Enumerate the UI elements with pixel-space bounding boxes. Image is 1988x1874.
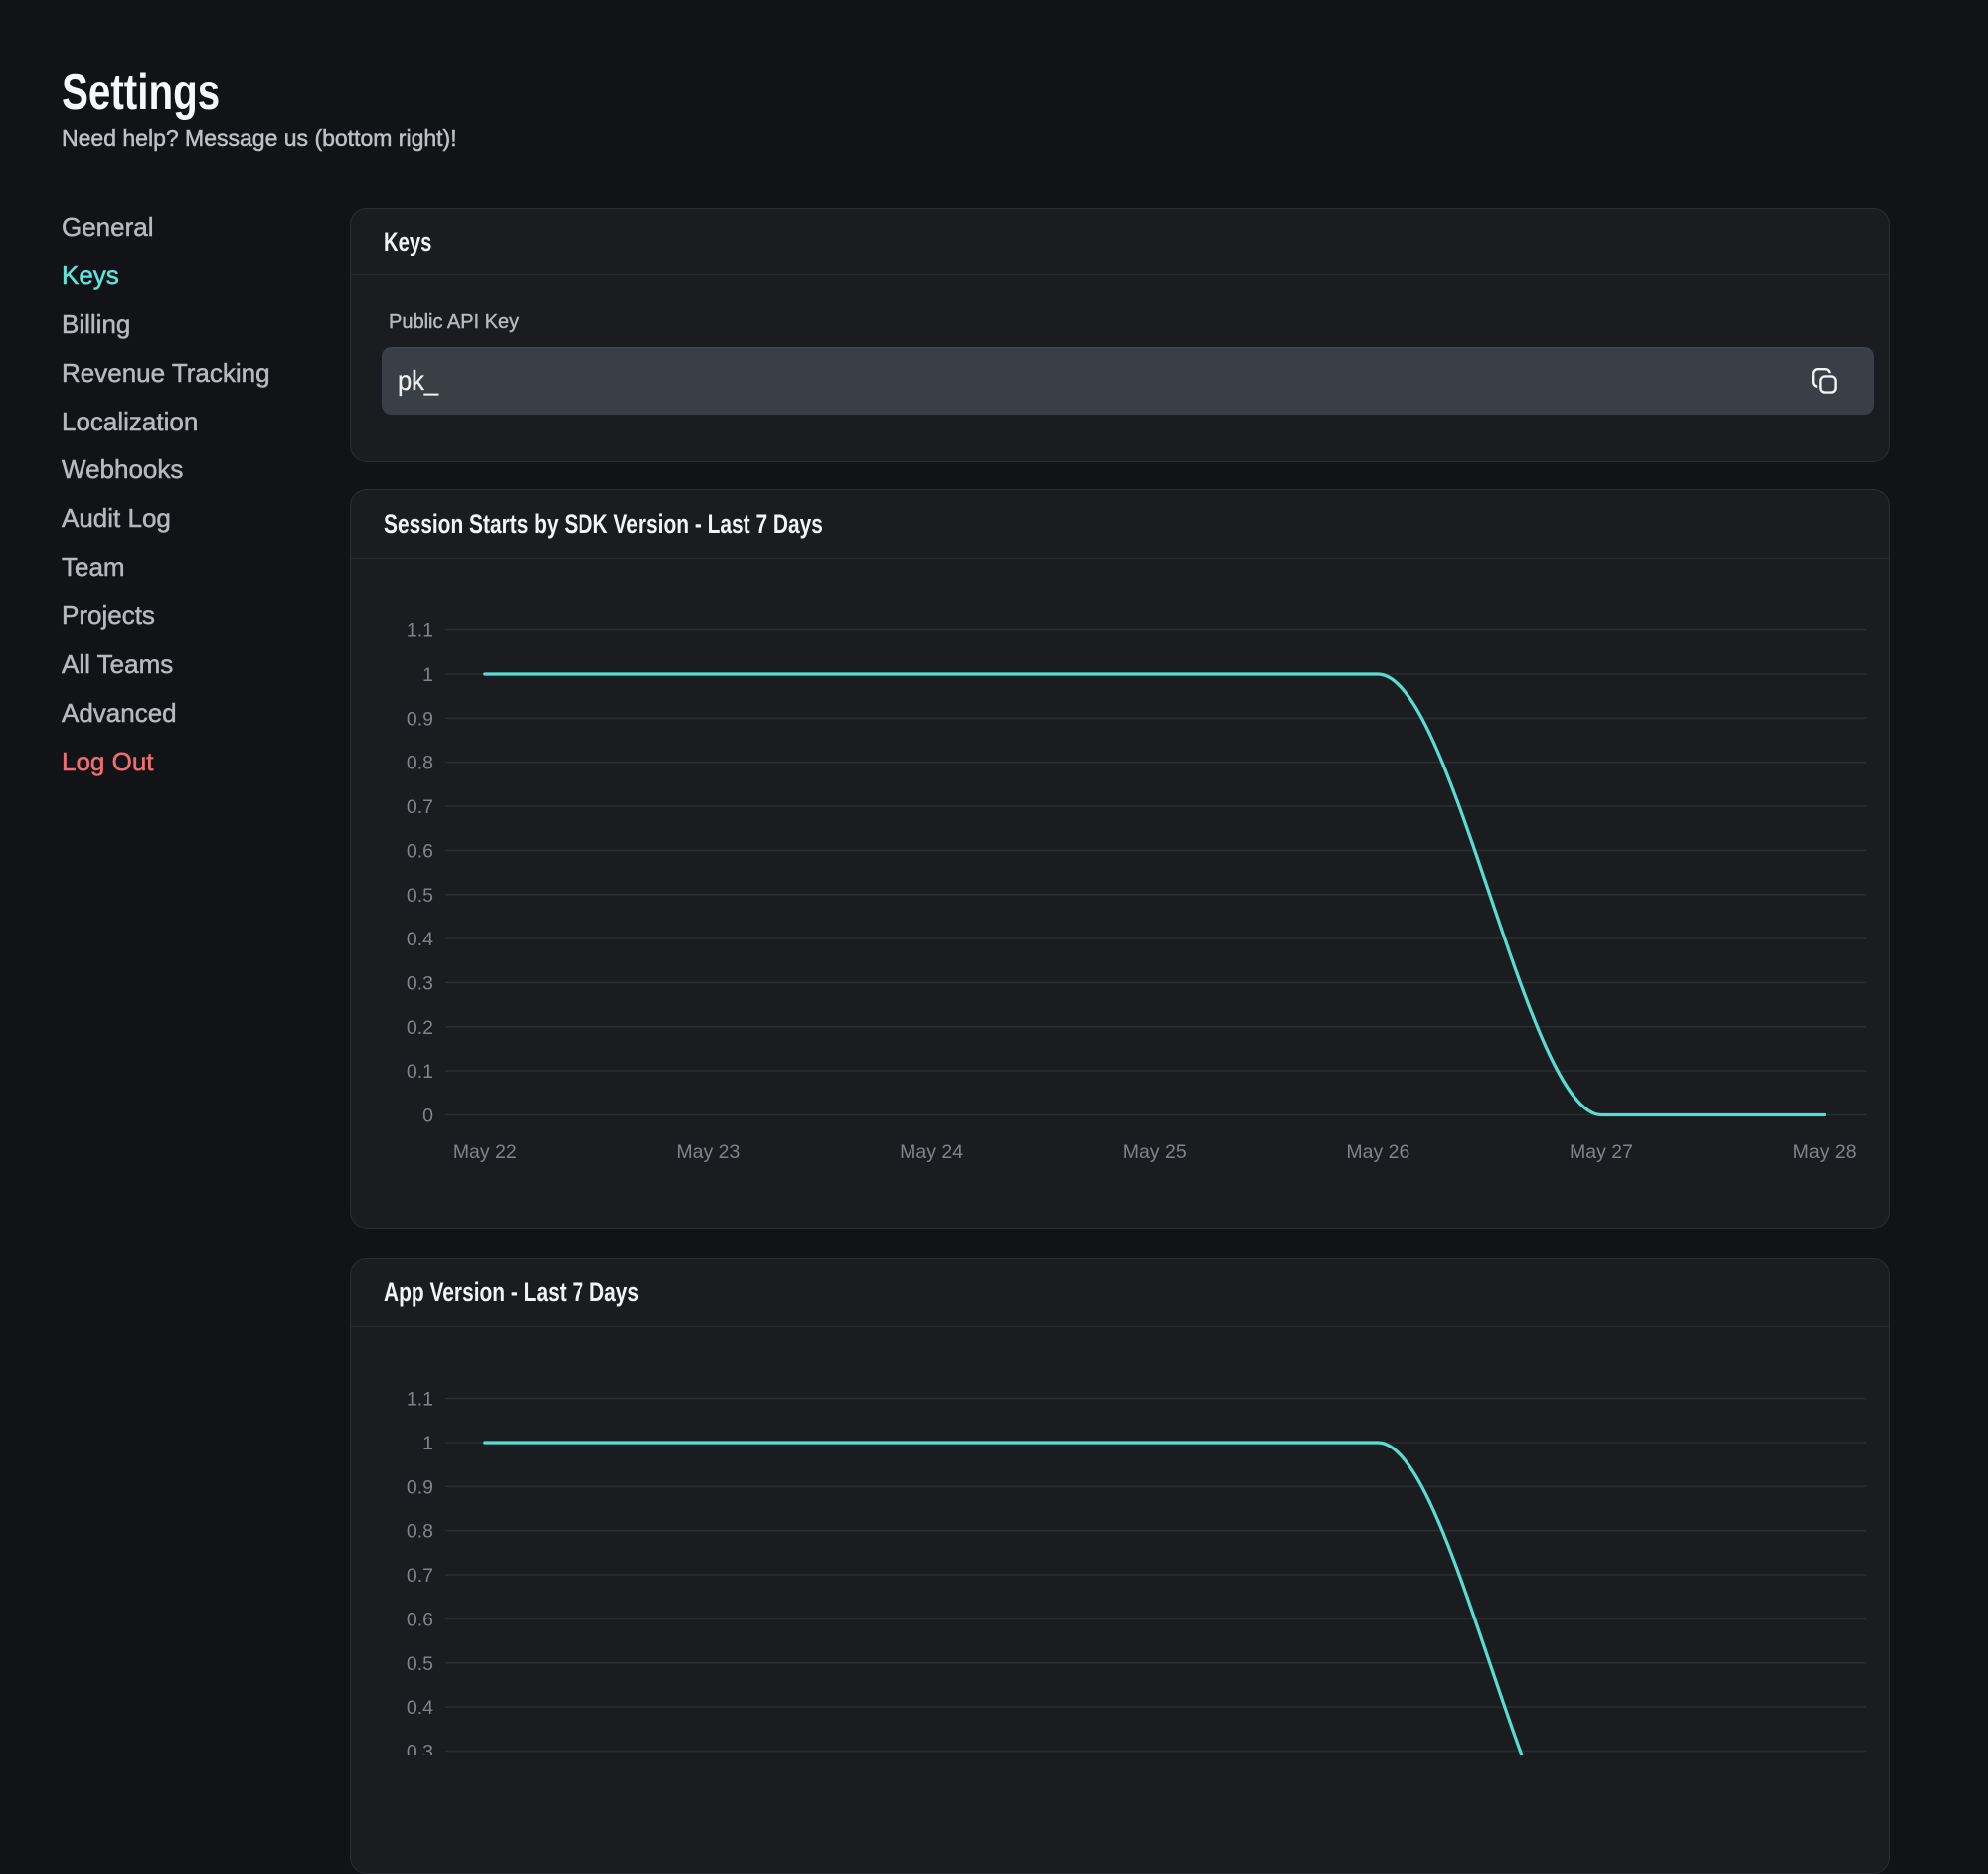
svg-text:0.8: 0.8 [407,1521,433,1543]
svg-text:0.9: 0.9 [407,708,433,730]
svg-text:1.1: 1.1 [407,1389,433,1411]
svg-text:1.1: 1.1 [407,620,433,642]
svg-text:May 23: May 23 [676,1141,740,1163]
svg-text:0.1: 0.1 [407,1061,433,1083]
svg-text:0.5: 0.5 [407,885,433,907]
svg-text:0.6: 0.6 [407,1609,433,1630]
svg-text:0.7: 0.7 [407,1565,433,1587]
svg-text:0.5: 0.5 [407,1653,433,1675]
svg-text:May 24: May 24 [900,1141,963,1163]
svg-text:0.4: 0.4 [407,929,433,950]
svg-text:0.3: 0.3 [407,1741,433,1755]
svg-text:May 25: May 25 [1123,1141,1187,1163]
svg-text:0.8: 0.8 [407,753,433,774]
svg-text:0.6: 0.6 [407,840,433,862]
svg-text:1: 1 [422,1433,433,1454]
svg-text:May 26: May 26 [1346,1141,1409,1163]
svg-text:0.9: 0.9 [407,1476,433,1498]
svg-text:0.3: 0.3 [407,972,433,994]
svg-text:May 28: May 28 [1793,1141,1857,1163]
svg-text:May 27: May 27 [1570,1141,1633,1163]
svg-text:May 22: May 22 [453,1141,517,1163]
svg-text:0.7: 0.7 [407,796,433,818]
svg-text:0: 0 [422,1106,433,1127]
svg-text:1: 1 [422,664,433,686]
svg-text:0.4: 0.4 [407,1697,433,1719]
svg-text:0.2: 0.2 [407,1017,433,1039]
